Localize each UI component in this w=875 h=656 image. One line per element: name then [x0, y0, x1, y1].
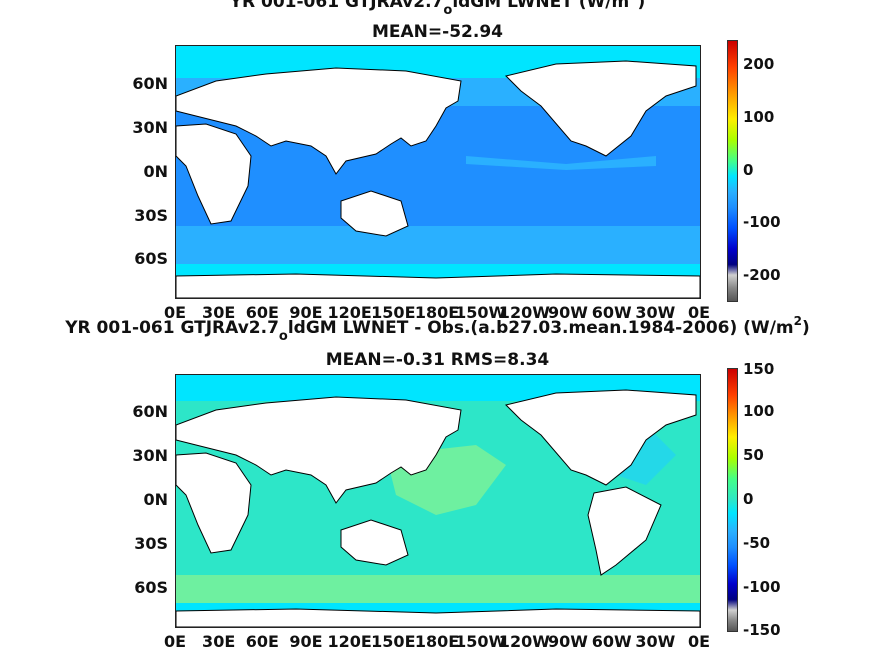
panel-1-title-text: YR 001-061 GTJRAv2.7 [229, 0, 444, 12]
panel-2-title-superscript: 2 [793, 314, 802, 328]
panel-2-lon-label: 180E [414, 632, 460, 651]
panel-1-lat-label-60s: 60S [134, 249, 168, 268]
panel-2-title-end: ) [801, 318, 810, 338]
panel-2-lat-label-30s: 30S [134, 534, 168, 553]
panel-1-lat-label-0n: 0N [143, 162, 168, 181]
panel-1-map-svg [176, 46, 700, 298]
panel-2-south-america [587, 486, 662, 576]
panel-1-lat-label-30s: 30S [134, 206, 168, 225]
panel-2-title-text: YR 001-061 GTJRAv2.7 [65, 318, 279, 338]
panel-1-colorbar-label-200: 200 [743, 55, 775, 73]
panel-2-subtitle: MEAN=-0.31 RMS=8.34 [325, 350, 550, 370]
panel-2-map [175, 374, 701, 628]
panel-1-colorbar-label-neg200: -200 [743, 266, 781, 284]
panel-2-colorbar-label-150: 150 [743, 360, 775, 378]
panel-1-lon-label: 60E [245, 303, 279, 322]
panel-1-title-subscript: o [443, 3, 453, 18]
panel-1-lon-label: 90W [548, 303, 588, 322]
panel-1-lat-label-60n: 60N [132, 74, 168, 93]
panel-2-lon-label: 0E [687, 632, 711, 651]
panel-1-lon-label: 90E [289, 303, 323, 322]
panel-1-lon-label: 30E [202, 303, 236, 322]
panel-1-australia [340, 190, 409, 237]
panel-1-title-superscript: 2 [629, 0, 637, 2]
panel-2-colorbar-label-100: 100 [743, 402, 775, 420]
panel-1-lon-label: 150E [371, 303, 416, 322]
panel-2-eurasia [176, 396, 462, 504]
panel-2-lat-label-60n: 60N [132, 402, 168, 421]
panel-2-colorbar-label-neg100: -100 [743, 578, 781, 596]
panel-1-equator-band [466, 156, 656, 170]
panel-2-colorbar-label-neg150: -150 [743, 621, 781, 639]
panel-2-north-america [505, 389, 697, 486]
panel-2-lon-label: 120W [498, 632, 550, 651]
panel-1-south-band [176, 226, 700, 266]
panel-2-colorbar-label-50: 50 [743, 446, 764, 464]
panel-1-lon-label: 120W [498, 303, 550, 322]
panel-2-lat-label-30n: 30N [132, 446, 168, 465]
panel-2-colorbar [727, 368, 738, 632]
panel-1-subtitle: MEAN=-52.94 [372, 22, 503, 42]
panel-1-colorbar-label-100: 100 [743, 108, 775, 126]
panel-1-lon-label: 0E [687, 303, 711, 322]
panel-1-lon-label: 60W [591, 303, 632, 322]
panel-1-lon-label: 120E [327, 303, 372, 322]
panel-1-colorbar-label-neg100: -100 [743, 213, 781, 231]
panel-1-lon-label: 0E [163, 303, 187, 322]
panel-2-title-text-2: ldGM LWNET - Obs.(a.b27.03.mean.1984-200… [287, 318, 794, 338]
panel-1-lon-label: 180E [414, 303, 460, 322]
panel-2-lon-label: 30W [635, 632, 676, 651]
panel-2-lon-label: 150W [455, 632, 507, 651]
panel-2-colorbar-label-neg50: -50 [743, 534, 771, 552]
panel-2-australia [340, 519, 409, 566]
panel-1-colorbar [727, 40, 738, 302]
panel-2-lon-label: 90W [548, 632, 588, 651]
panel-2-colorbar-label-0: 0 [743, 490, 754, 508]
panel-1-africa [176, 123, 252, 225]
panel-1-map [175, 45, 701, 299]
panel-2-lon-label: 60E [245, 632, 279, 651]
panel-2-lon-label: 60W [591, 632, 632, 651]
panel-2-africa [176, 452, 252, 554]
panel-2-south-band [176, 575, 700, 605]
panel-2-lon-label: 120E [327, 632, 372, 651]
panel-1-lat-label-30n: 30N [132, 118, 168, 137]
panel-2-lon-label: 150E [371, 632, 416, 651]
panel-2-title: YR 001-061 GTJRAv2.7oldGM LWNET - Obs.(a… [0, 314, 875, 344]
panel-2-lon-label: 0E [163, 632, 187, 651]
panel-2-lon-label: 30E [202, 632, 236, 651]
panel-2-lat-label-60s: 60S [134, 578, 168, 597]
panel-2-title-subscript: o [278, 329, 288, 344]
panel-1-lon-label: 30W [635, 303, 676, 322]
panel-1-title-end: ) [637, 0, 646, 12]
panel-2-antarctica [176, 608, 700, 627]
panel-1-title: YR 001-061 GTJRAv2.7oldGM LWNET (W/m2) [0, 0, 875, 18]
panel-2-map-svg [176, 375, 700, 627]
panel-1-lon-label: 150W [455, 303, 507, 322]
panel-1-north-america [505, 60, 697, 157]
panel-2-lon-label: 90E [289, 632, 323, 651]
panel-1-colorbar-label-0: 0 [743, 161, 754, 179]
panel-1-eurasia [176, 67, 462, 175]
panel-2-lat-label-0n: 0N [143, 490, 168, 509]
panel-1-antarctica [176, 273, 700, 298]
panel-1-title-text-2: ldGM LWNET (W/m [452, 0, 630, 12]
